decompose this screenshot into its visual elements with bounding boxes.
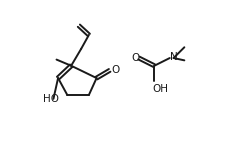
Text: N: N [170, 52, 178, 62]
Text: O: O [131, 53, 139, 63]
Text: HO: HO [43, 94, 58, 104]
Text: OH: OH [152, 84, 168, 94]
Text: O: O [111, 65, 119, 75]
